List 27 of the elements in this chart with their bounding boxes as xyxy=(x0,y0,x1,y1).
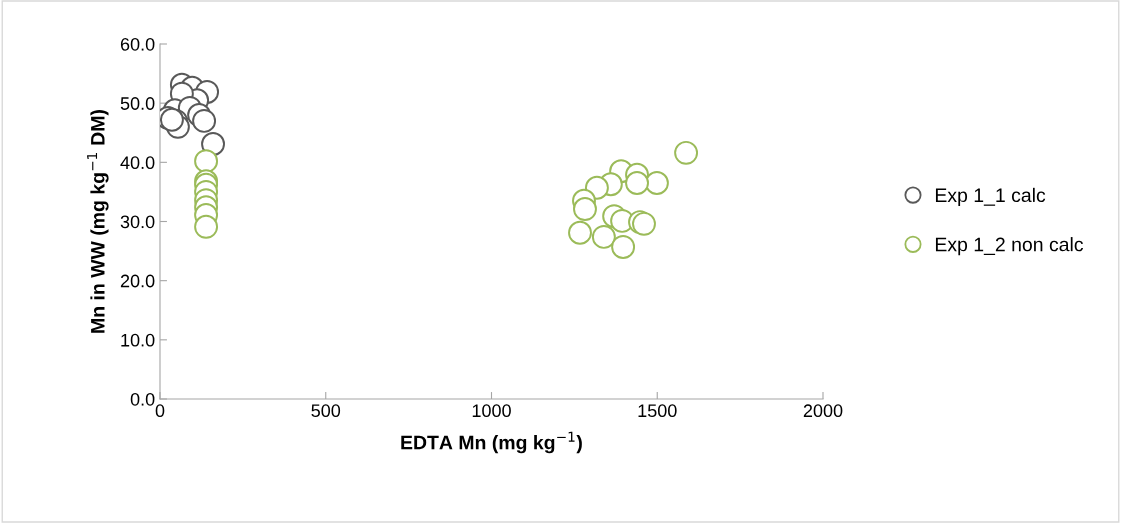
y-tick-label: 40.0 xyxy=(120,156,155,170)
x-tick-label: 1500 xyxy=(638,404,677,418)
point xyxy=(573,197,597,222)
x-tick-label: 0 xyxy=(155,404,165,418)
y-tick-label: 20.0 xyxy=(120,274,155,288)
x-axis-title: EDTA Mn (mg kg$^{−1}$) xyxy=(401,431,582,454)
point xyxy=(611,234,636,259)
y-tick-label: 50.0 xyxy=(120,97,155,110)
y-tick-label: 10.0 xyxy=(121,333,155,347)
point xyxy=(160,107,184,132)
y-tick-label: 60.0 xyxy=(120,37,155,51)
y-tick-label: 30.0 xyxy=(120,215,155,229)
point xyxy=(625,171,649,195)
x-tick-label: 500 xyxy=(311,404,341,418)
x-tick-label: 1000 xyxy=(472,404,511,418)
point xyxy=(194,149,219,174)
point xyxy=(644,171,669,195)
point xyxy=(194,214,219,239)
point xyxy=(674,140,699,165)
point xyxy=(568,220,592,245)
legend-label: Exp 1_1 calc xyxy=(935,187,1046,206)
point xyxy=(591,224,616,249)
y-tick-label: 0.0 xyxy=(130,392,155,406)
point xyxy=(192,108,217,133)
x-tick-label: 2000 xyxy=(803,404,843,418)
y-axis-title: Mn in WW (mg kg$^{−1}$ DM) xyxy=(87,110,109,333)
legend-label: Exp 1_2 non calc xyxy=(935,237,1084,256)
